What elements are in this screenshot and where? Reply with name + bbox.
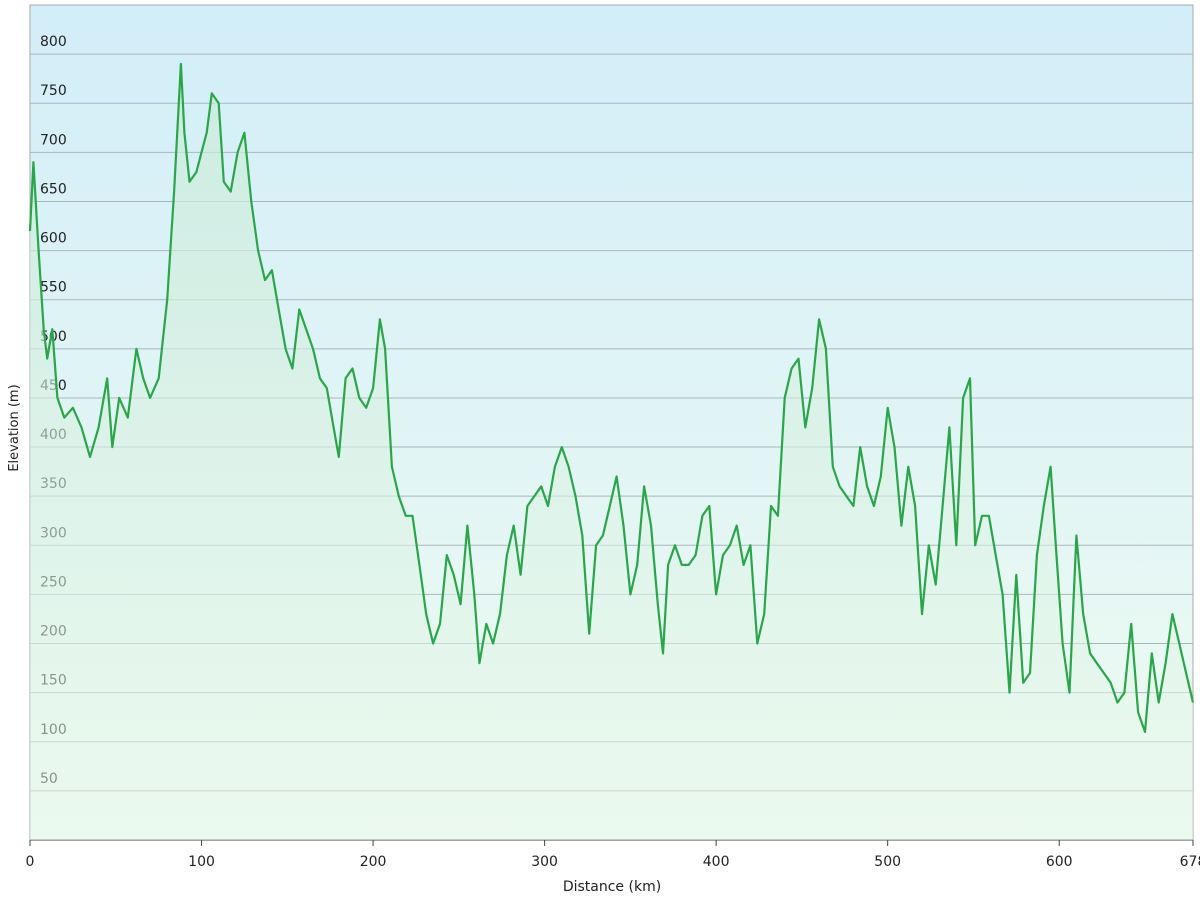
x-tick-label: 300 <box>531 854 558 870</box>
y-tick-label: 800 <box>40 34 67 50</box>
x-tick-label: 400 <box>703 854 730 870</box>
x-tick-label: 600 <box>1046 854 1073 870</box>
elevation-line <box>28 62 1195 733</box>
x-tick-label: 100 <box>188 854 215 870</box>
x-tick-label: 200 <box>360 854 387 870</box>
x-tick-label: 500 <box>874 854 901 870</box>
area-fill <box>30 63 1193 840</box>
x-axis-label: Distance (km) <box>563 879 661 895</box>
y-tick-label: 550 <box>40 280 67 296</box>
x-tick-label: 0 <box>26 854 35 870</box>
y-tick-label: 750 <box>40 83 67 99</box>
y-tick-label: 700 <box>40 132 67 148</box>
x-tick-label: 678 <box>1180 854 1200 870</box>
y-axis-label: Elevation (m) <box>7 384 22 471</box>
y-tick-label: 600 <box>40 231 67 247</box>
y-tick-label: 650 <box>40 181 67 197</box>
